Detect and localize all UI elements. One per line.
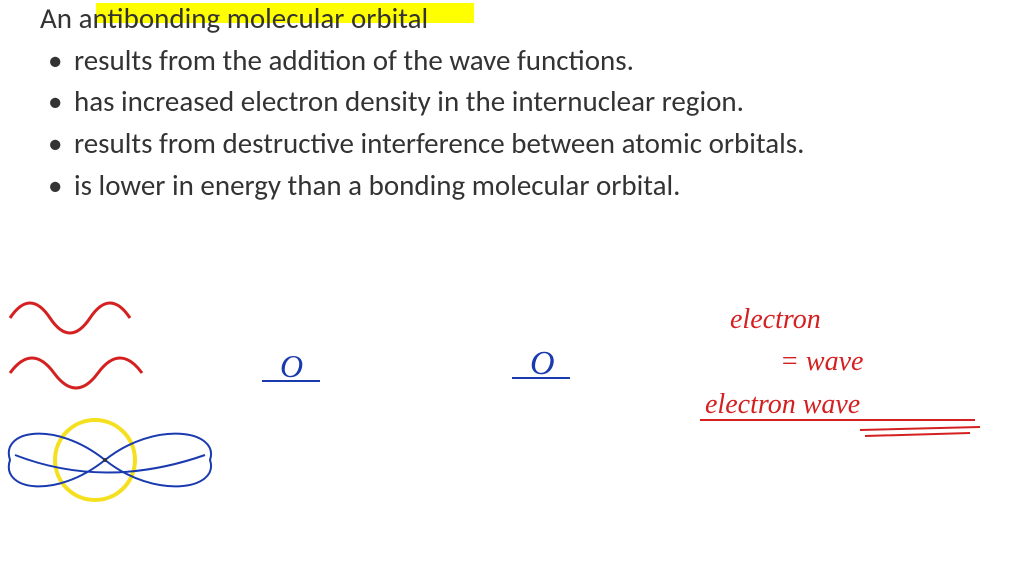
bullet-list: results from the addition of the wave fu… [40,42,940,205]
header-line: An antibonding molecular orbital [40,0,428,38]
sketch-area: O O electron = wave electron wave [0,290,1024,556]
handwriting-line-3: electron wave [705,389,860,420]
text-block: An antibonding molecular orbital results… [40,0,940,208]
sketch-svg: O O electron = wave electron wave [0,290,1024,556]
bullet-item: results from the addition of the wave fu… [40,42,940,80]
bullet-item: results from destructive interference be… [40,125,940,163]
red-wave-1 [10,303,130,333]
red-wave-2 [10,358,142,388]
handwriting-double-underline [860,427,980,436]
bullet-item: has increased electron density in the in… [40,83,940,121]
blue-o-left: O [280,348,303,384]
header-text: An antibonding molecular orbital [40,0,428,36]
blue-o-right: O [530,345,555,382]
handwriting-line-1: electron [730,304,821,335]
blue-orbital-top [9,434,211,487]
yellow-circle [55,420,135,500]
bullet-item: is lower in energy than a bonding molecu… [40,167,940,205]
handwriting-line-2: = wave [780,346,863,377]
orbital-center-dot [103,458,107,462]
